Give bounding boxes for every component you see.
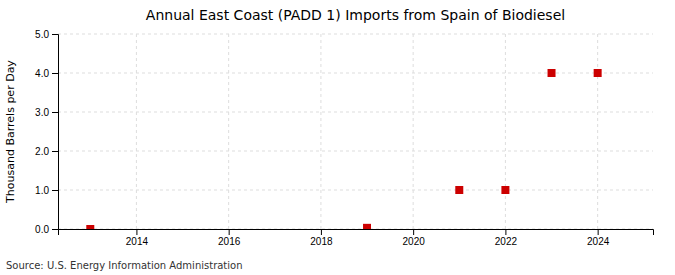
grid-line [58,190,653,191]
tick: 4.0 [35,68,58,79]
tick-label: 1.0 [35,185,49,196]
point [455,186,463,194]
y-axis-title: Thousand Barrels per Day [4,60,17,204]
tick-label: 2016 [218,236,241,247]
axis-line [59,230,654,236]
tick: 2016 [218,229,241,247]
tick-mark [52,112,58,113]
grid-line [320,34,321,229]
grid-line [58,73,653,74]
grid-line [136,34,137,229]
points [86,69,601,229]
grid-line [597,34,598,229]
point [501,186,509,194]
grid-line [58,112,653,113]
point [594,69,602,77]
title: Annual East Coast (PADD 1) Imports from … [146,7,565,23]
tick: 2024 [587,229,610,247]
grid-line [58,34,653,35]
tick: 2018 [310,229,333,247]
tick-label: 4.0 [35,68,49,79]
tick-label: 2014 [126,236,149,247]
tick-mark [52,190,58,191]
chart: 2014 2016 2018 2020 2022 2024 0.0 1.0 2.0 3.0 4.0 5… [0,0,675,275]
tick-mark [229,229,230,235]
tick: 2014 [126,229,149,247]
point [363,224,371,229]
tick: 3.0 [35,107,58,118]
tick-label: 2.0 [35,146,49,157]
tick: 2022 [495,229,518,247]
tick: 2.0 [35,146,58,157]
tick-label: 2018 [310,236,333,247]
tick-label: 2020 [403,236,426,247]
tick-mark [136,229,137,235]
grid-line [505,34,506,229]
grid-line [228,34,229,229]
tick: 1.0 [35,185,58,196]
annotation: Source: U.S. Energy Information Administ… [6,260,243,271]
plot: 2014 2016 2018 2020 2022 2024 0.0 1.0 2.0 3.0 4.0 5… [35,29,653,247]
tick-mark [505,229,506,235]
tick-mark [321,229,322,235]
tick-mark [52,34,58,35]
tick: 0.0 [35,224,58,235]
tick-mark [52,73,58,74]
tick: 5.0 [35,29,58,40]
tick-label: 2024 [587,236,610,247]
tick-mark [52,229,58,230]
tick-label: 2022 [495,236,518,247]
grid [58,34,653,229]
axis-line [52,35,59,230]
x-axis: 2014 2016 2018 2020 2022 2024 [59,229,654,247]
tick-label: 5.0 [35,29,49,40]
point [86,225,94,229]
tick-label: 0.0 [35,224,49,235]
tick-label: 3.0 [35,107,49,118]
tick: 2020 [403,229,426,247]
y-axis: 0.0 1.0 2.0 3.0 4.0 5.0 [35,29,58,235]
tick-mark [598,229,599,235]
tick-mark [52,151,58,152]
point [548,69,556,77]
tick-mark [413,229,414,235]
grid-line [413,34,414,229]
grid-line [58,151,653,152]
